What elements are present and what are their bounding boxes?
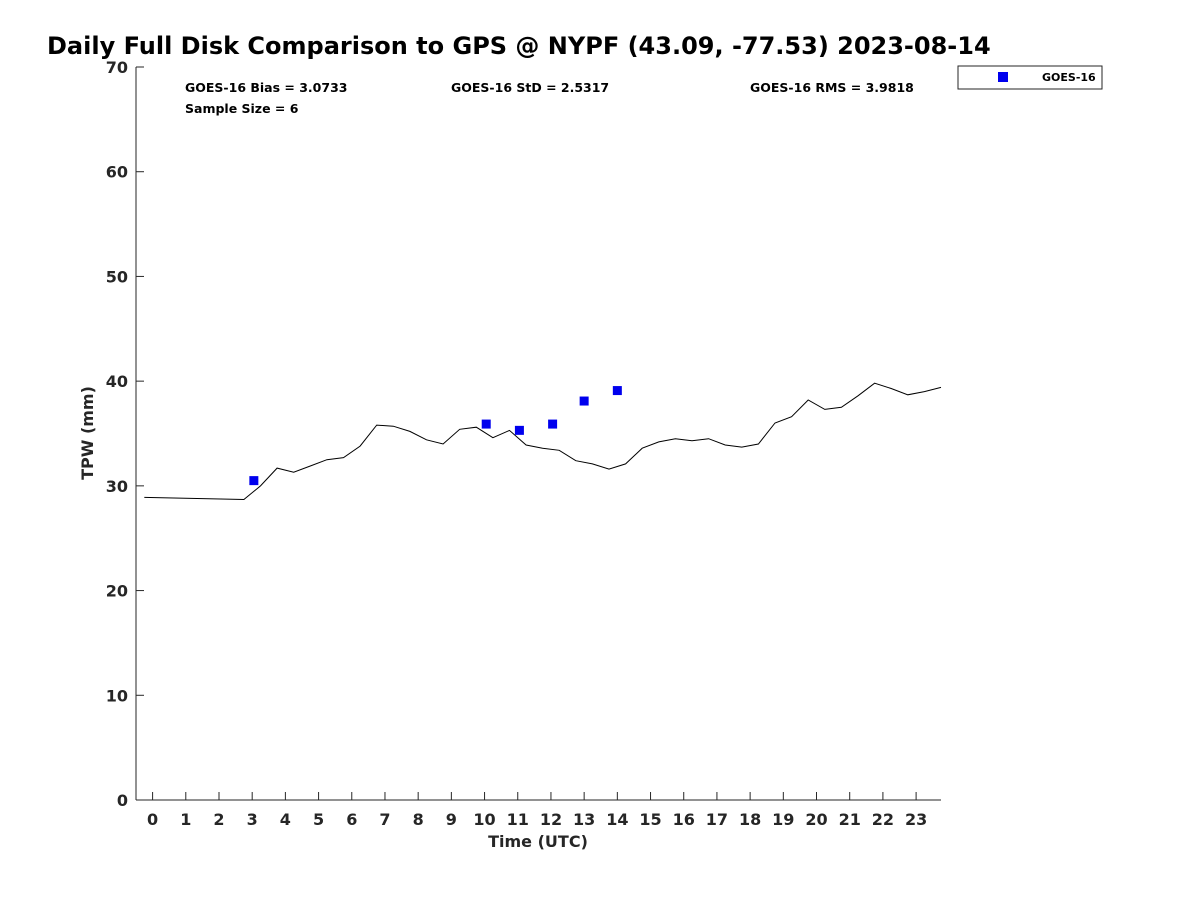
x-tick-label: 1 [180, 810, 191, 829]
goes16-point [579, 396, 589, 406]
chart-title: Daily Full Disk Comparison to GPS @ NYPF… [47, 32, 991, 60]
goes16-point [481, 419, 491, 429]
x-ticks: 0 1 2 3 4 5 6 7 8 9 10 11 12 13 14 15 16 17 18 19 20 21 22 23 [147, 792, 927, 829]
x-tick-label: 10 [473, 810, 495, 829]
y-tick-label: 30 [106, 477, 128, 496]
y-tick-label: 40 [106, 372, 128, 391]
x-tick-label: 11 [507, 810, 529, 829]
goes16-point [249, 476, 259, 486]
x-tick-label: 13 [573, 810, 595, 829]
x-tick-label: 22 [872, 810, 894, 829]
x-tick-label: 0 [147, 810, 158, 829]
x-axis-label: Time (UTC) [488, 832, 588, 851]
x-tick-label: 6 [346, 810, 357, 829]
stat-sample-size: Sample Size = 6 [185, 101, 299, 116]
goes16-point [514, 425, 524, 435]
legend-marker [998, 72, 1008, 82]
x-tick-label: 15 [639, 810, 661, 829]
x-tick-label: 8 [413, 810, 424, 829]
y-tick-label: 10 [106, 686, 128, 705]
stat-bias: GOES-16 Bias = 3.0733 [185, 80, 347, 95]
x-tick-label: 5 [313, 810, 324, 829]
x-tick-label: 17 [706, 810, 728, 829]
y-tick-label: 20 [106, 582, 128, 601]
y-tick-label: 60 [106, 163, 128, 182]
y-tick-label: 50 [106, 267, 128, 286]
goes16-point [612, 386, 622, 396]
y-ticks: 0 10 20 30 40 50 60 70 [106, 58, 144, 810]
stat-rms: GOES-16 RMS = 3.9818 [750, 80, 914, 95]
x-tick-label: 12 [540, 810, 562, 829]
legend: GOES-16 [957, 65, 1103, 90]
x-tick-label: 7 [379, 810, 390, 829]
gps-tpw-line [144, 382, 942, 501]
x-tick-label: 16 [673, 810, 695, 829]
y-tick-label: 70 [106, 58, 128, 77]
y-axis-label: TPW (mm) [78, 386, 97, 480]
plot-area [144, 382, 942, 501]
stats-panel: GOES-16 Bias = 3.0733 GOES-16 StD = 2.53… [185, 80, 914, 116]
x-tick-label: 19 [772, 810, 794, 829]
x-tick-label: 14 [606, 810, 628, 829]
goes16-point [548, 419, 558, 429]
y-tick-label: 0 [117, 791, 128, 810]
x-tick-label: 18 [739, 810, 761, 829]
x-tick-label: 9 [446, 810, 457, 829]
x-tick-label: 2 [213, 810, 224, 829]
x-tick-label: 23 [905, 810, 927, 829]
stat-std: GOES-16 StD = 2.5317 [451, 80, 609, 95]
legend-label: GOES-16 [1042, 71, 1096, 84]
x-tick-label: 4 [280, 810, 291, 829]
x-tick-label: 3 [247, 810, 258, 829]
x-tick-label: 21 [839, 810, 861, 829]
x-tick-label: 20 [805, 810, 827, 829]
legend-box [957, 65, 1103, 90]
